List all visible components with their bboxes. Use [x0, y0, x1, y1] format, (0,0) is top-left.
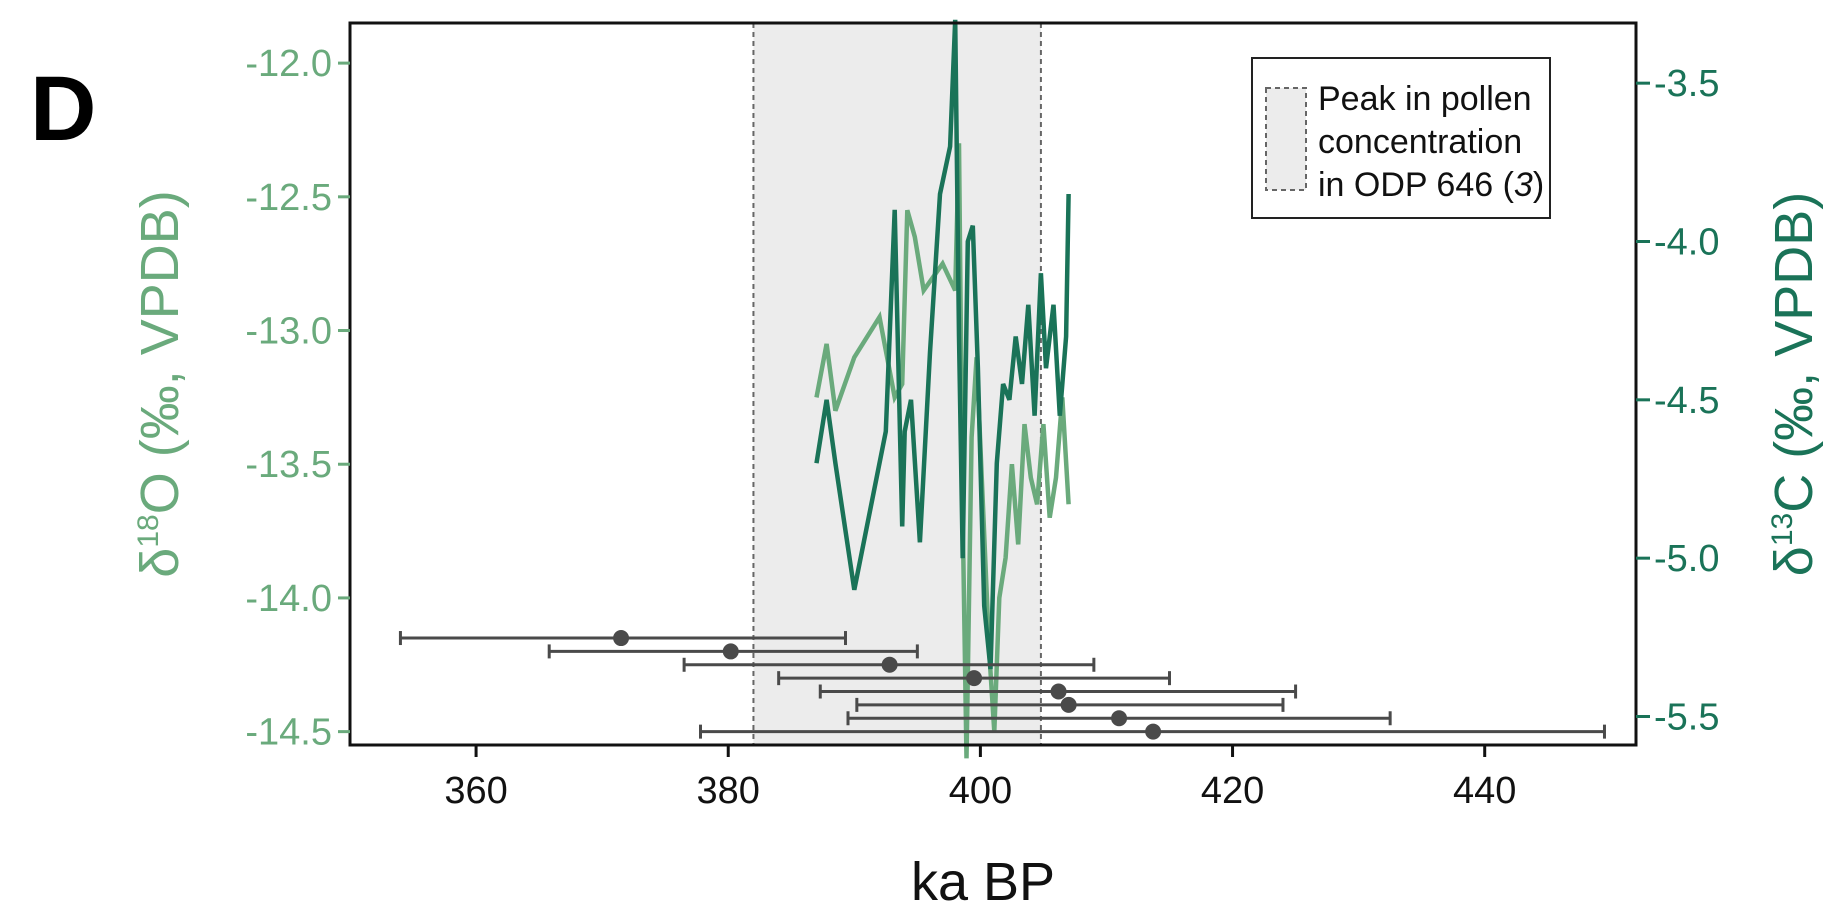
x-tick-label: 400 [949, 770, 1012, 812]
dated-point [881, 656, 898, 673]
y-right-tick-label: -3.5 [1654, 63, 1719, 105]
y-left-tick-label: -14.0 [245, 578, 332, 620]
x-tick-label: 360 [444, 770, 507, 812]
y-axis-left-title: δ18O (‰, VPDB) [130, 190, 190, 577]
y-right-title-delta: δ [1764, 546, 1824, 576]
x-tick-label: 380 [697, 770, 760, 812]
dated-points-layer [398, 630, 1606, 740]
legend-line-1: Peak in pollen [1318, 80, 1532, 118]
y-axis-right-title: δ13C (‰, VPDB) [1764, 192, 1824, 576]
dated-point [1145, 723, 1162, 740]
legend-line-3-citation: 3 [1514, 166, 1533, 204]
y-axis-right: -3.5 -4.0 -4.5 -5.0 -5.5 [1636, 63, 1719, 739]
series-line-d13c [814, 19, 1071, 670]
dated-point [966, 670, 983, 687]
y-axis-left: -12.0 -12.5 -13.0 -13.5 -14.0 -14.5 [245, 43, 350, 754]
x-tick-label: 440 [1453, 770, 1516, 812]
x-tick-label: 420 [1201, 770, 1264, 812]
y-right-tick-label: -4.5 [1654, 380, 1719, 422]
y-left-title-superscript: 18 [132, 514, 165, 547]
y-left-title-rest: O (‰, VPDB) [130, 190, 190, 514]
y-right-tick-label: -4.0 [1654, 222, 1719, 264]
dated-point [722, 643, 739, 660]
y-left-tick-label: -12.0 [245, 43, 332, 85]
series-line-d18o [814, 143, 1071, 759]
y-left-tick-label: -14.5 [245, 712, 332, 754]
x-axis: 360 380 400 420 440 [444, 745, 1516, 812]
plot-frame [348, 21, 1638, 747]
y-left-tick-label: -13.5 [245, 444, 332, 486]
legend-line-3c: ) [1533, 166, 1544, 204]
y-left-tick-label: -12.5 [245, 177, 332, 219]
dated-point [1050, 683, 1067, 700]
y-right-title-rest: C (‰, VPDB) [1764, 192, 1824, 513]
legend-line-3a: in ODP 646 ( [1318, 166, 1515, 204]
y-right-tick-label: -5.5 [1654, 697, 1719, 739]
legend: Peak in pollen concentration in ODP 646 … [1251, 57, 1551, 219]
panel-label: D [30, 58, 96, 160]
dated-point [1111, 710, 1128, 727]
legend-line-2: concentration [1318, 123, 1522, 161]
y-right-tick-label: -5.0 [1654, 538, 1719, 580]
x-axis-title: ka BP [911, 852, 1055, 912]
y-left-tick-label: -13.0 [245, 311, 332, 353]
y-right-title-superscript: 13 [1766, 513, 1799, 546]
legend-swatch [1265, 87, 1307, 191]
y-left-title-delta: δ [130, 548, 190, 578]
dated-point [1060, 696, 1077, 713]
legend-line-3: in ODP 646 (3) [1318, 166, 1544, 204]
dated-point [613, 630, 630, 647]
series-layer [814, 19, 1071, 759]
